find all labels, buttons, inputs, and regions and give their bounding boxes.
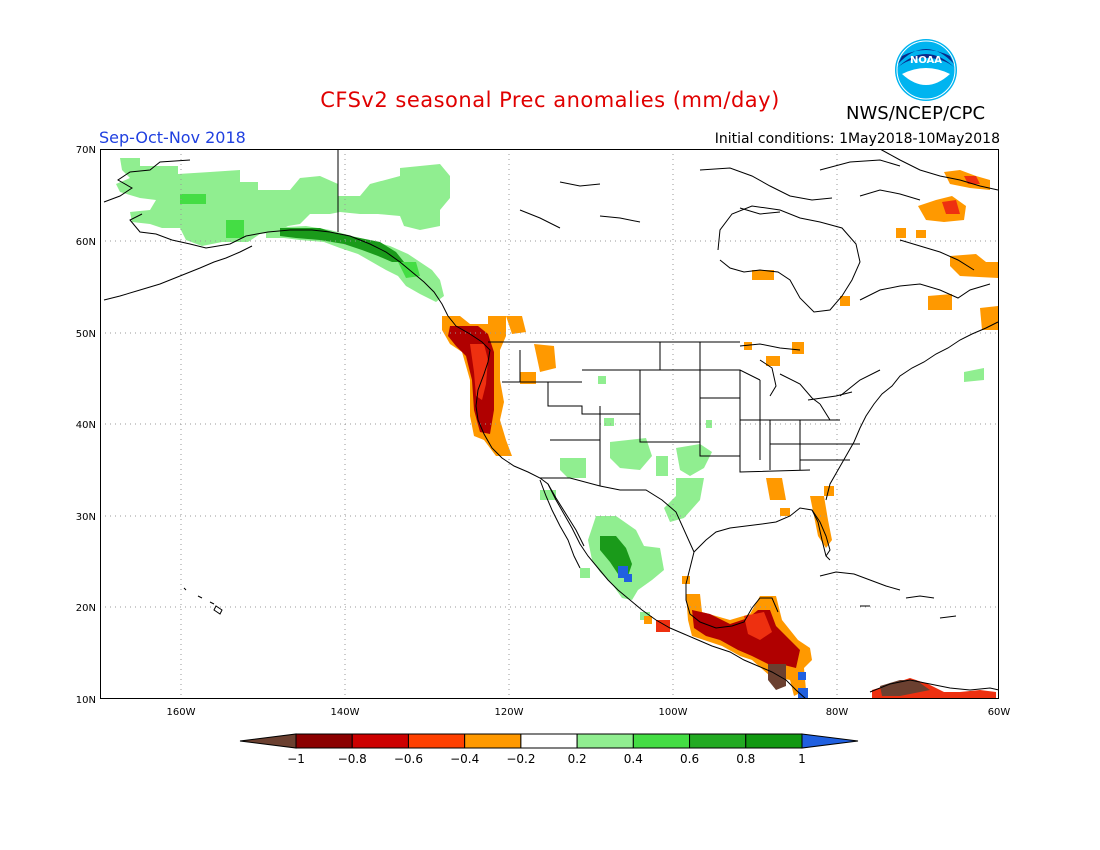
initial-conditions-label: Initial conditions: 1May2018-10May2018 — [714, 131, 1000, 147]
colorbar-over-arrow — [801, 733, 859, 749]
lon-label-60w: 60W — [988, 707, 1011, 718]
lat-label-20n: 20N — [76, 603, 96, 614]
lat-label-10n: 10N — [76, 695, 96, 706]
colorbar-tick-label: −1 — [287, 752, 305, 766]
colorbar-cell — [351, 733, 409, 749]
lat-label-70n: 70N — [76, 145, 96, 156]
colorbar-cell — [407, 733, 466, 749]
lon-label-100w: 100W — [659, 707, 688, 718]
noaa-logo: NOAA — [895, 39, 957, 101]
colorbar-cell — [745, 733, 803, 749]
colorbar-tick-label: 0.4 — [624, 752, 643, 766]
lat-axis-labels: 70N 60N 50N 40N 30N 20N 10N — [76, 145, 96, 706]
coastlines — [103, 149, 999, 699]
lat-label-50n: 50N — [76, 329, 96, 340]
colorbar-tick-label: 1 — [798, 752, 806, 766]
lat-label-30n: 30N — [76, 512, 96, 523]
lon-axis-labels: 160W 140W 120W 100W 80W 60W — [167, 707, 1011, 718]
colorbar-cell — [632, 733, 691, 749]
colorbar-cell — [295, 733, 353, 749]
lon-label-120w: 120W — [495, 707, 524, 718]
lat-label-60n: 60N — [76, 237, 96, 248]
noaa-logo-text: NOAA — [910, 55, 942, 66]
lon-label-140w: 140W — [331, 707, 360, 718]
colorbar-cell — [464, 733, 522, 749]
colorbar-tick-label: 0.8 — [736, 752, 755, 766]
dry-anomaly-areas — [442, 170, 998, 699]
colorbar-tick-label: 0.6 — [680, 752, 699, 766]
political-borders — [488, 341, 881, 553]
colorbar-tick-label: −0.6 — [394, 752, 423, 766]
lat-label-40n: 40N — [76, 420, 96, 431]
colorbar-tick-label: 0.2 — [568, 752, 587, 766]
chart-title: CFSv2 seasonal Prec anomalies (mm/day) — [320, 88, 780, 112]
colorbar-under-arrow — [239, 733, 297, 749]
colorbar-tick-label: −0.8 — [338, 752, 367, 766]
lon-label-80w: 80W — [826, 707, 849, 718]
wet-anomaly-areas — [116, 158, 984, 620]
season-label: Sep-Oct-Nov 2018 — [99, 128, 246, 147]
colorbar-cell — [520, 733, 578, 749]
agency-label: NWS/NCEP/CPC — [846, 103, 986, 124]
colorbar-cell — [689, 733, 747, 749]
colorbar: −1 −0.8 −0.6 −0.4 −0.2 0.2 0.4 0.6 0.8 1 — [239, 733, 859, 766]
colorbar-tick-label: −0.2 — [506, 752, 535, 766]
lon-label-160w: 160W — [167, 707, 196, 718]
colorbar-cell — [576, 733, 634, 749]
colorbar-tick-label: −0.4 — [450, 752, 479, 766]
map-gridlines — [100, 149, 999, 699]
